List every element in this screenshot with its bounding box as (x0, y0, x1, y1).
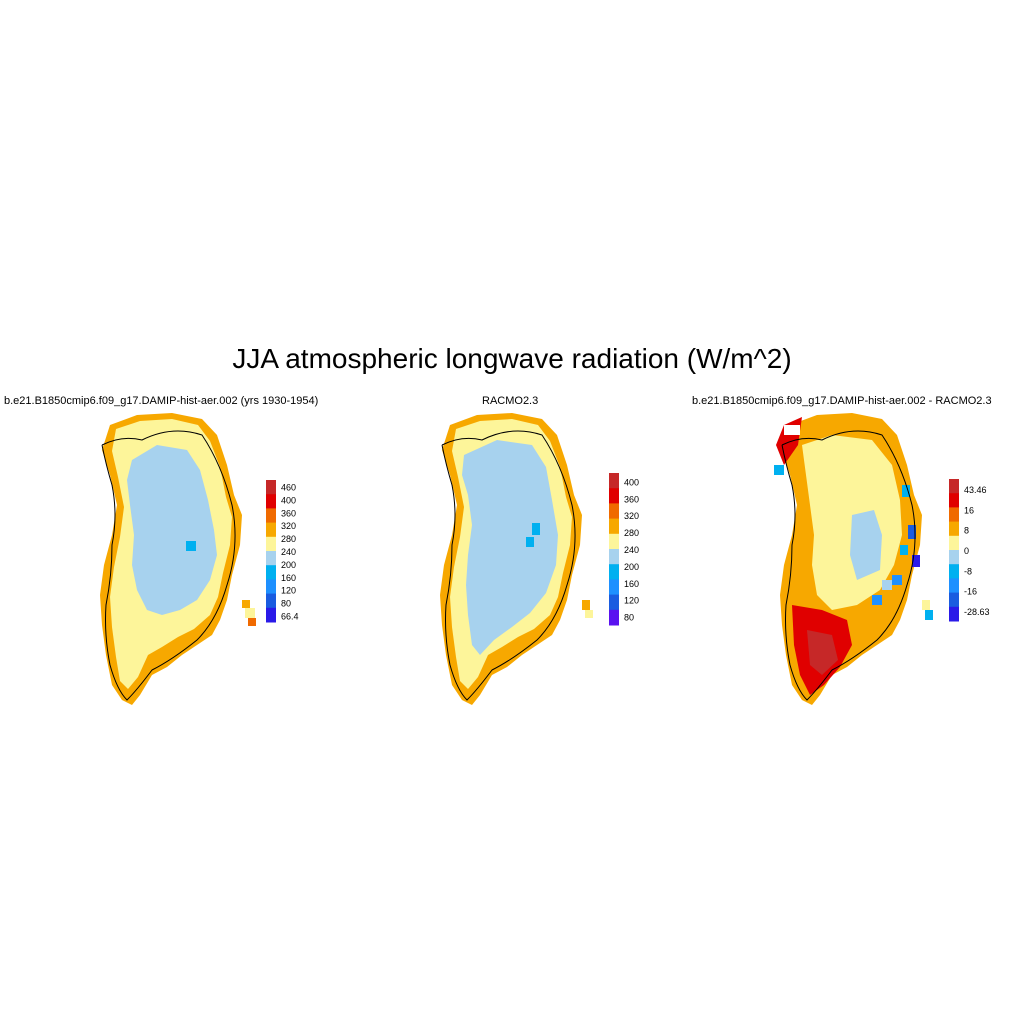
colorbar-swatch (266, 565, 276, 580)
colorbar-label: 200 (624, 562, 639, 572)
colorbar-swatch (609, 533, 619, 550)
colorbar-label: 43.46 (964, 485, 987, 495)
colorbar-label: 320 (624, 511, 639, 521)
colorbar-label: 400 (281, 495, 296, 505)
colorbar-label: 360 (624, 494, 639, 504)
colorbar-swatch (266, 593, 276, 609)
colorbar-swatch (609, 503, 619, 520)
colorbar-swatch (266, 522, 276, 538)
colorbar-label: 460 (281, 482, 296, 492)
colorbar-swatch (609, 609, 619, 626)
colorbar-label: 360 (281, 508, 296, 518)
colorbar-swatch (609, 594, 619, 611)
colorbar-label: 120 (624, 596, 639, 606)
colorbar-label: 160 (624, 579, 639, 589)
colorbar-swatch (266, 480, 276, 495)
figure-title: JJA atmospheric longwave radiation (W/m^… (232, 343, 792, 374)
colorbar-model: 460 400 360 320 280 240 200 160 120 80 66.4 (266, 480, 299, 623)
colorbar-swatch (609, 549, 619, 565)
colorbar-label: -8 (964, 566, 972, 576)
colorbar-diff: 43.46 16 8 0 -8 -16 -28.63 (949, 479, 990, 622)
colorbar-label: 66.4 (281, 612, 299, 622)
colorbar-swatch (266, 508, 276, 524)
panel-title-racmo: RACMO2.3 (482, 395, 539, 407)
colorbar-swatch (949, 493, 959, 508)
colorbar-label: 240 (281, 547, 296, 557)
map-racmo (440, 413, 593, 705)
colorbar-swatch (266, 579, 276, 595)
colorbar-label: -16 (964, 587, 977, 597)
colorbar-label: 80 (624, 613, 634, 623)
colorbar-label: 8 (964, 526, 969, 536)
colorbar-label: 0 (964, 546, 969, 556)
colorbar-label: 280 (624, 528, 639, 538)
colorbar-label: 240 (624, 545, 639, 555)
colorbar-swatch (266, 607, 276, 623)
map-diff (774, 413, 933, 705)
colorbar-label: -28.63 (964, 607, 990, 617)
map-model (100, 413, 256, 705)
colorbar-label: 160 (281, 573, 296, 583)
colorbar-swatch (949, 592, 959, 608)
colorbar-label: 400 (624, 477, 639, 487)
colorbar-swatch (609, 488, 619, 504)
colorbar-swatch (609, 564, 619, 580)
colorbar-swatch (609, 579, 619, 596)
colorbar-swatch (266, 494, 276, 509)
colorbar-swatch (949, 535, 959, 551)
colorbar-swatch (266, 551, 276, 566)
colorbar-label: 120 (281, 586, 296, 596)
colorbar-swatch (949, 606, 959, 622)
colorbar-swatch (609, 518, 619, 535)
colorbar-label: 200 (281, 560, 296, 570)
colorbar-swatch (609, 473, 619, 489)
panel-title-model: b.e21.B1850cmip6.f09_g17.DAMIP-hist-aer.… (4, 395, 319, 407)
colorbar-label: 280 (281, 534, 296, 544)
colorbar-swatch (266, 536, 276, 552)
colorbar-swatch (949, 550, 959, 565)
panel-title-diff: b.e21.B1850cmip6.f09_g17.DAMIP-hist-aer.… (692, 395, 992, 407)
colorbar-label: 320 (281, 521, 296, 531)
colorbar-swatch (949, 507, 959, 523)
colorbar-swatch (949, 479, 959, 494)
colorbar-label: 16 (964, 505, 974, 515)
colorbar-swatch (949, 578, 959, 594)
colorbar-label: 80 (281, 599, 291, 609)
colorbar-swatch (949, 521, 959, 537)
colorbar-racmo: 400 360 320 280 240 200 160 120 80 (609, 473, 639, 626)
colorbar-swatch (949, 564, 959, 579)
